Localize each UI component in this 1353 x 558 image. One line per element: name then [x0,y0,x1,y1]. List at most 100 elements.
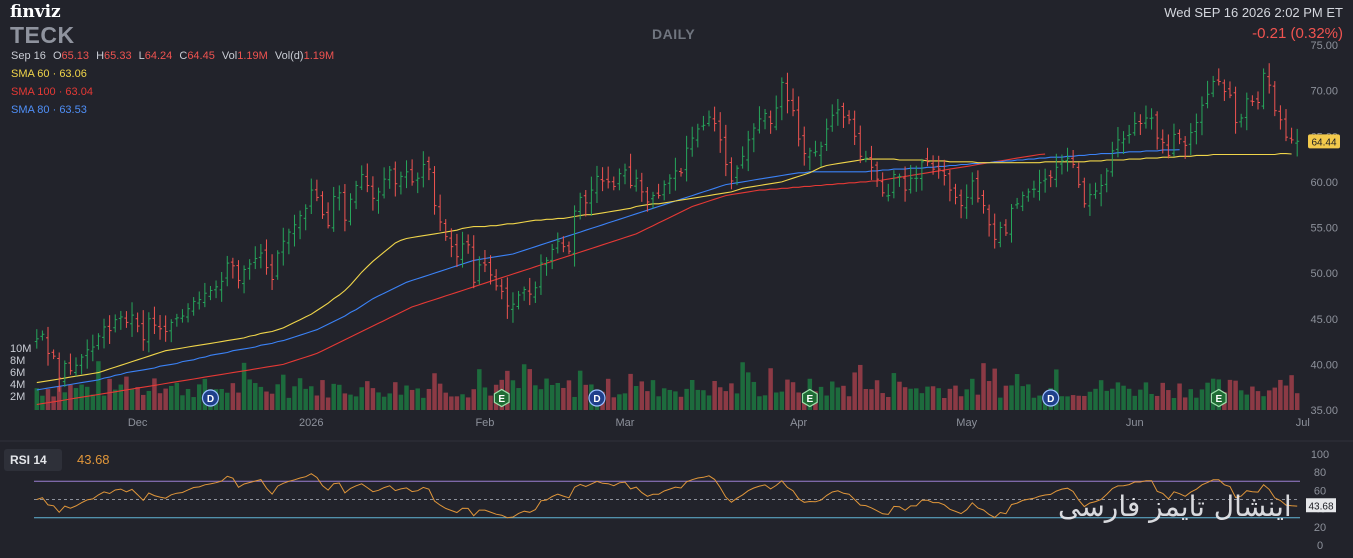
volume-bar [1289,375,1294,410]
volume-bar [353,396,359,410]
ohlc-bar [1082,177,1087,208]
ohlc-bar [522,286,527,301]
ohlc-bar [214,280,219,299]
volume-bar [505,370,510,410]
volume-bar [824,395,829,410]
volume-bar [1093,388,1098,410]
sma80-legend[interactable]: SMA 80 · 63.53 [11,104,87,116]
ohlc-bar [1283,109,1288,142]
ohlc-open: O65.13 [52,50,90,62]
x-axis-label: Apr [790,417,807,429]
volume-tick-label: 4M [10,379,25,391]
price-tick-label: 50.00 [1310,268,1338,280]
volume-tick-label: 2M [10,391,25,403]
rsi-title[interactable]: RSI 14 [4,449,62,471]
finviz-logo[interactable]: finviz [10,2,61,22]
ohlc-bar [589,176,594,216]
ohlc-bar [723,124,728,177]
volume-bar [51,396,56,410]
ohlc-bar [202,282,207,308]
volume-bar [897,381,902,410]
volume-bar [521,364,527,410]
volume-bar [891,373,897,410]
volume-bar [701,390,706,410]
volume-bar [1227,379,1233,410]
event-marker-label: E [807,394,814,405]
volume-bar [992,368,997,410]
ohlc-bar [1222,79,1227,101]
ohlc-bar [471,235,476,289]
volume-bar [303,388,308,410]
ohlc-bar [813,140,818,157]
volume-bar [135,387,140,410]
volume-bar [1143,382,1149,410]
ohlc-close: C64.45 [179,50,215,62]
volume-bar [633,386,639,410]
volume-bar [1294,393,1300,410]
volume-bar [398,394,404,410]
volume-bar [432,373,437,410]
volume-bar [684,388,689,410]
rsi-value-badge [1306,498,1336,513]
volume-bar [1283,385,1289,410]
ohlc-bar [555,232,560,254]
volume-bar [1250,386,1255,410]
volume-bar [841,385,846,410]
event-marker-label: D [1047,394,1054,405]
volume-bar [762,395,768,410]
ohlc-bar [701,115,706,131]
volume-bar [1014,374,1020,410]
volume-bar [880,393,885,410]
ohlc-bar [1037,169,1042,201]
volume-bar [678,396,684,410]
volume-bar [1160,382,1165,410]
sma60-legend[interactable]: SMA 60 · 63.06 [11,68,87,80]
volume-bar [751,381,757,410]
ohlc-bar [572,205,577,267]
price-tick-label: 75.00 [1310,40,1338,52]
ohlc-bar [1250,95,1255,106]
volume-bar [381,396,387,410]
ohlc-bar [897,173,902,187]
ohlc-bar [186,303,191,323]
volume-bar [981,363,986,410]
volume-bar [914,388,919,410]
volume-bar [342,393,348,410]
volume-bar [667,389,673,410]
rsi-value-tag: 43.68 [1308,501,1333,512]
volume-bar [538,389,544,410]
volume-bar [454,396,460,410]
volume-bar [471,389,476,410]
volume-bar [745,372,751,410]
ohlc-bar [516,290,521,310]
ohlc-bar [763,109,768,130]
ohlc-bar [757,106,762,134]
ohlc-bar [382,167,387,199]
ohlc-bar [830,104,835,132]
ohlc-bar [707,110,712,127]
ohlc-bar [225,255,230,287]
ohlc-bar [886,183,891,202]
sma100-legend[interactable]: SMA 100 · 63.04 [11,86,93,98]
ohlc-bar [791,88,796,117]
volume-bar [264,391,269,410]
volume-bar [740,362,745,410]
ohlc-bar [819,141,824,167]
ohlc-bar [443,219,448,241]
ohlc-volume-day: Vol(d)1.19M [274,50,335,62]
ohlc-bar [740,146,745,169]
ohlc-bar [247,259,252,280]
ohlc-bar [578,192,583,220]
ohlc-bar [931,155,936,175]
ohlc-bar [163,315,168,342]
ohlc-bar [925,147,930,167]
dividend-marker [1042,389,1060,407]
ohlc-bar [158,315,163,340]
volume-bar [555,382,561,410]
x-axis-label: Jul [1296,417,1310,429]
volume-bar [1121,385,1126,410]
timeframe-label: DAILY [652,26,696,42]
ohlc-bar [594,165,599,203]
volume-bar [790,382,796,410]
